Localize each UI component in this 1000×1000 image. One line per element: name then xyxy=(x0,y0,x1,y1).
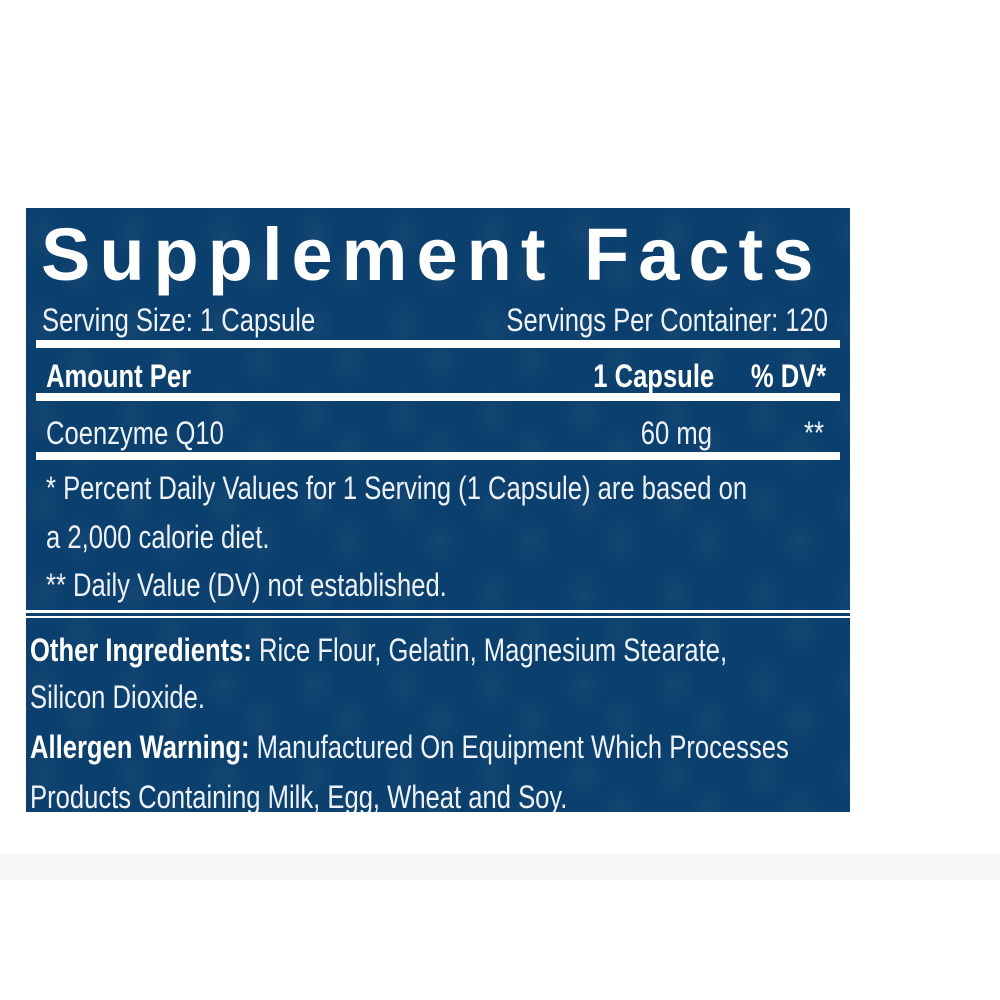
other-ingredients-text: Rice Flour, Gelatin, Magnesium Stearate, xyxy=(259,632,728,668)
footnote: a 2,000 calorie diet. xyxy=(46,519,270,555)
allergen-text: Manufactured On Equipment Which Processe… xyxy=(256,729,789,765)
rule xyxy=(36,393,840,401)
other-ingredients: Other Ingredients: Rice Flour, Gelatin, … xyxy=(30,632,727,668)
servings-per-container: Servings Per Container: 120 xyxy=(506,302,828,338)
label-title: Supplement Facts xyxy=(41,213,823,296)
other-ingredients-cont: Silicon Dioxide. xyxy=(30,679,206,715)
footer-band xyxy=(0,854,1000,880)
footnote: * Percent Daily Values for 1 Serving (1 … xyxy=(46,470,748,506)
ingredient-name: Coenzyme Q10 xyxy=(46,415,224,451)
ingredient-amount: 60 mg xyxy=(640,415,712,451)
other-ingredients-label: Other Ingredients: xyxy=(30,632,252,668)
serving-size: Serving Size: 1 Capsule xyxy=(42,302,316,338)
dv-header: % DV* xyxy=(750,358,826,394)
supplement-facts-label: Supplement Facts Serving Size: 1 Capsule… xyxy=(26,208,850,812)
allergen-label: Allergen Warning: xyxy=(30,729,250,765)
separator xyxy=(26,610,850,613)
allergen-warning: Allergen Warning: Manufactured On Equipm… xyxy=(30,729,789,765)
per-serving-header: 1 Capsule xyxy=(593,358,714,394)
allergen-cont: Products Containing Milk, Egg, Wheat and… xyxy=(30,779,568,812)
rule xyxy=(36,452,840,460)
ingredient-dv: ** xyxy=(804,415,824,451)
rule xyxy=(36,340,840,348)
footnote: ** Daily Value (DV) not established. xyxy=(46,567,447,603)
separator xyxy=(26,616,850,618)
amount-per-header: Amount Per xyxy=(46,358,192,394)
